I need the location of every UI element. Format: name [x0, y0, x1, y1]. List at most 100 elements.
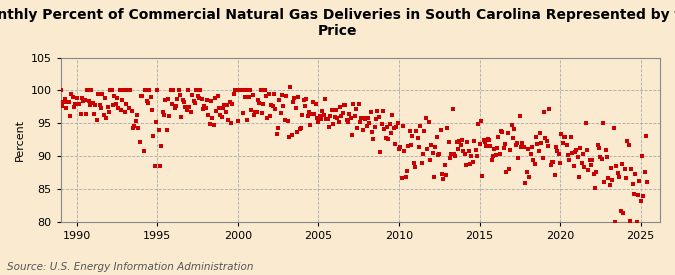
Point	[497, 130, 508, 134]
Point	[294, 127, 305, 131]
Point	[454, 139, 465, 143]
Point	[110, 101, 121, 106]
Point	[369, 125, 380, 129]
Point	[267, 104, 278, 108]
Point	[95, 106, 106, 110]
Point	[508, 136, 518, 141]
Point	[236, 88, 247, 93]
Point	[624, 219, 635, 223]
Point	[429, 175, 439, 179]
Point	[356, 116, 367, 120]
Point	[87, 100, 98, 105]
Point	[616, 162, 627, 166]
Point	[509, 126, 520, 131]
Point	[389, 142, 400, 146]
Point	[585, 158, 595, 163]
Point	[559, 135, 570, 139]
Point	[346, 133, 357, 138]
Point	[68, 95, 78, 100]
Point	[632, 193, 643, 198]
Point	[122, 88, 133, 93]
Point	[231, 88, 242, 93]
Point	[549, 173, 560, 177]
Point	[470, 148, 481, 153]
Point	[578, 152, 589, 156]
Point	[317, 109, 328, 113]
Point	[81, 112, 92, 116]
Point	[133, 126, 144, 131]
Point	[227, 102, 238, 107]
Point	[358, 116, 369, 120]
Point	[620, 176, 631, 180]
Point	[635, 199, 646, 204]
Point	[277, 93, 288, 97]
Point	[163, 97, 173, 101]
Point	[419, 129, 430, 133]
Point	[97, 92, 107, 96]
Point	[517, 141, 528, 145]
Point	[423, 119, 434, 124]
Point	[99, 96, 110, 100]
Point	[605, 166, 616, 170]
Point	[247, 93, 258, 97]
Point	[230, 88, 240, 93]
Point	[610, 219, 620, 224]
Point	[261, 93, 271, 98]
Point	[427, 151, 438, 156]
Point	[103, 109, 114, 114]
Point	[325, 114, 336, 119]
Point	[121, 102, 132, 107]
Point	[360, 117, 371, 121]
Point	[412, 136, 423, 140]
Point	[142, 100, 153, 105]
Point	[140, 88, 151, 93]
Point	[468, 139, 479, 143]
Point	[518, 145, 529, 150]
Point	[564, 158, 575, 162]
Point	[431, 134, 442, 139]
Point	[373, 115, 384, 120]
Point	[472, 122, 483, 127]
Point	[467, 160, 478, 165]
Point	[600, 148, 611, 153]
Point	[566, 134, 576, 139]
Point	[345, 116, 356, 120]
Point	[235, 88, 246, 93]
Point	[510, 143, 521, 148]
Point	[642, 179, 653, 184]
Point	[167, 102, 178, 106]
Point	[528, 158, 539, 163]
Point	[589, 172, 599, 176]
Point	[172, 97, 183, 101]
Point	[608, 126, 619, 131]
Point	[541, 138, 552, 143]
Point	[296, 125, 306, 130]
Point	[240, 88, 251, 93]
Point	[321, 117, 332, 121]
Point	[376, 122, 387, 127]
Point	[239, 95, 250, 100]
Point	[392, 121, 403, 126]
Point	[350, 107, 361, 112]
Point	[266, 103, 277, 107]
Point	[583, 168, 594, 172]
Point	[274, 98, 285, 103]
Point	[529, 162, 540, 166]
Point	[192, 94, 203, 99]
Point	[128, 126, 138, 130]
Point	[107, 103, 118, 107]
Point	[80, 98, 90, 102]
Point	[259, 88, 270, 93]
Point	[552, 149, 563, 153]
Point	[217, 106, 228, 111]
Point	[619, 167, 630, 171]
Point	[502, 130, 513, 135]
Point	[246, 108, 256, 112]
Point	[76, 111, 86, 116]
Point	[587, 158, 598, 162]
Point	[377, 108, 388, 113]
Point	[603, 175, 614, 180]
Point	[637, 153, 647, 158]
Point	[151, 120, 161, 124]
Point	[364, 121, 375, 126]
